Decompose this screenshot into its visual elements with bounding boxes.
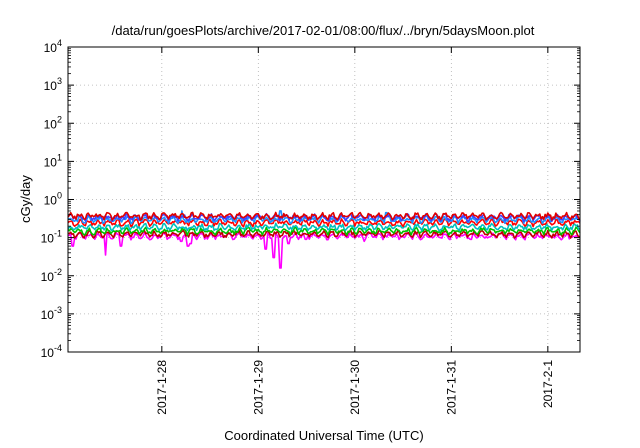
grid	[68, 47, 580, 352]
chart-title: /data/run/goesPlots/archive/2017-02-01/0…	[112, 23, 535, 38]
series-line	[67, 211, 581, 221]
series-line	[67, 229, 581, 239]
x-tick-label: 2017-1-28	[155, 360, 169, 415]
y-tick-label: 100	[44, 191, 62, 208]
y-tick-label: 103	[44, 76, 62, 93]
x-tick-label: 2017-1-31	[444, 360, 458, 415]
y-tick-label: 10-2	[41, 267, 62, 284]
y-tick-label: 10-4	[41, 343, 62, 360]
y-tick-label: 10-1	[41, 229, 62, 246]
x-axis: 2017-1-28 2017-1-29 2017-1-30 2017-1-31 2017…	[155, 47, 555, 415]
y-tick-label: 104	[44, 38, 62, 55]
series-line	[67, 231, 581, 269]
y-axis: 10-4 10-3 10-2 10-1 100 101 102 103 104	[41, 38, 580, 360]
y-tick-label: 102	[44, 114, 62, 131]
x-tick-label: 2017-1-29	[251, 360, 265, 415]
x-axis-label: Coordinated Universal Time (UTC)	[224, 428, 423, 443]
series-line	[67, 212, 581, 223]
y-tick-label: 10-3	[41, 305, 62, 322]
series-line	[67, 218, 581, 228]
series-group	[67, 210, 581, 269]
y-tick-label: 101	[44, 152, 62, 169]
x-tick-label: 2017-2-1	[541, 360, 555, 408]
y-axis-label: cGy/day	[18, 175, 33, 223]
series-line	[67, 226, 581, 236]
x-tick-label: 2017-1-30	[348, 360, 362, 415]
series-line	[67, 222, 581, 232]
